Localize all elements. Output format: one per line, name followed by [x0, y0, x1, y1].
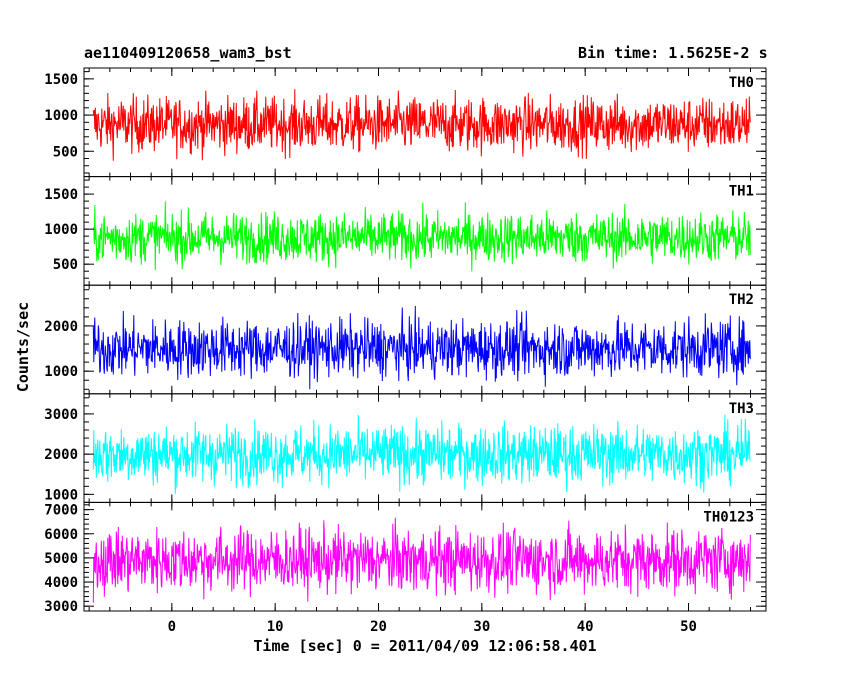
y-tick-label: 1000 — [44, 364, 78, 380]
y-tick-label: 7000 — [44, 503, 78, 519]
y-tick-label: 3000 — [44, 599, 78, 615]
series-label-th3: TH3 — [729, 401, 754, 417]
series-label-th0: TH0 — [729, 75, 754, 91]
x-tick-label: 50 — [680, 619, 697, 635]
series-label-th0123: TH0123 — [703, 509, 754, 525]
x-axis-label: Time [sec] 0 = 2011/04/09 12:06:58.401 — [253, 637, 597, 655]
x-tick-label: 40 — [577, 619, 594, 635]
series-trace-th1 — [92, 201, 751, 272]
y-axis-label: Counts/sec — [14, 301, 32, 393]
y-tick-label: 2000 — [44, 447, 78, 463]
panel-frame-th0123 — [83, 501, 767, 612]
series-label-th1: TH1 — [729, 184, 754, 200]
y-tick-label: 1500 — [44, 72, 78, 88]
series-trace-th3 — [92, 414, 751, 494]
y-tick-label: 1500 — [44, 187, 78, 203]
y-tick-label: 4000 — [44, 575, 78, 591]
x-tick-label: 0 — [168, 619, 176, 635]
panels-group: 500 1000 1500 TH0 500 1000 1500 TH1 1000 2000 TH2 1… — [44, 67, 767, 615]
y-tick-label: 3000 — [44, 407, 78, 423]
y-tick-label: 1000 — [44, 222, 78, 238]
y-tick-label: 1000 — [44, 487, 78, 503]
series-trace-th0 — [92, 89, 751, 161]
y-tick-label: 500 — [53, 257, 78, 273]
series-label-th2: TH2 — [729, 292, 754, 308]
chart-title: ae110409120658_wam3_bst — [84, 44, 292, 62]
bin-time-label: Bin time: 1.5625E-2 s — [578, 44, 768, 62]
y-tick-label: 2000 — [44, 319, 78, 335]
series-trace-th0123 — [92, 517, 751, 603]
x-axis: 0 10 20 30 40 50 — [168, 619, 697, 635]
x-tick-label: 20 — [370, 619, 387, 635]
x-tick-label: 10 — [267, 619, 284, 635]
y-tick-label: 6000 — [44, 527, 78, 543]
series-trace-th2 — [92, 305, 751, 390]
y-tick-label: 5000 — [44, 551, 78, 567]
y-tick-label: 500 — [53, 144, 78, 160]
y-tick-label: 1000 — [44, 108, 78, 124]
x-tick-label: 30 — [473, 619, 490, 635]
